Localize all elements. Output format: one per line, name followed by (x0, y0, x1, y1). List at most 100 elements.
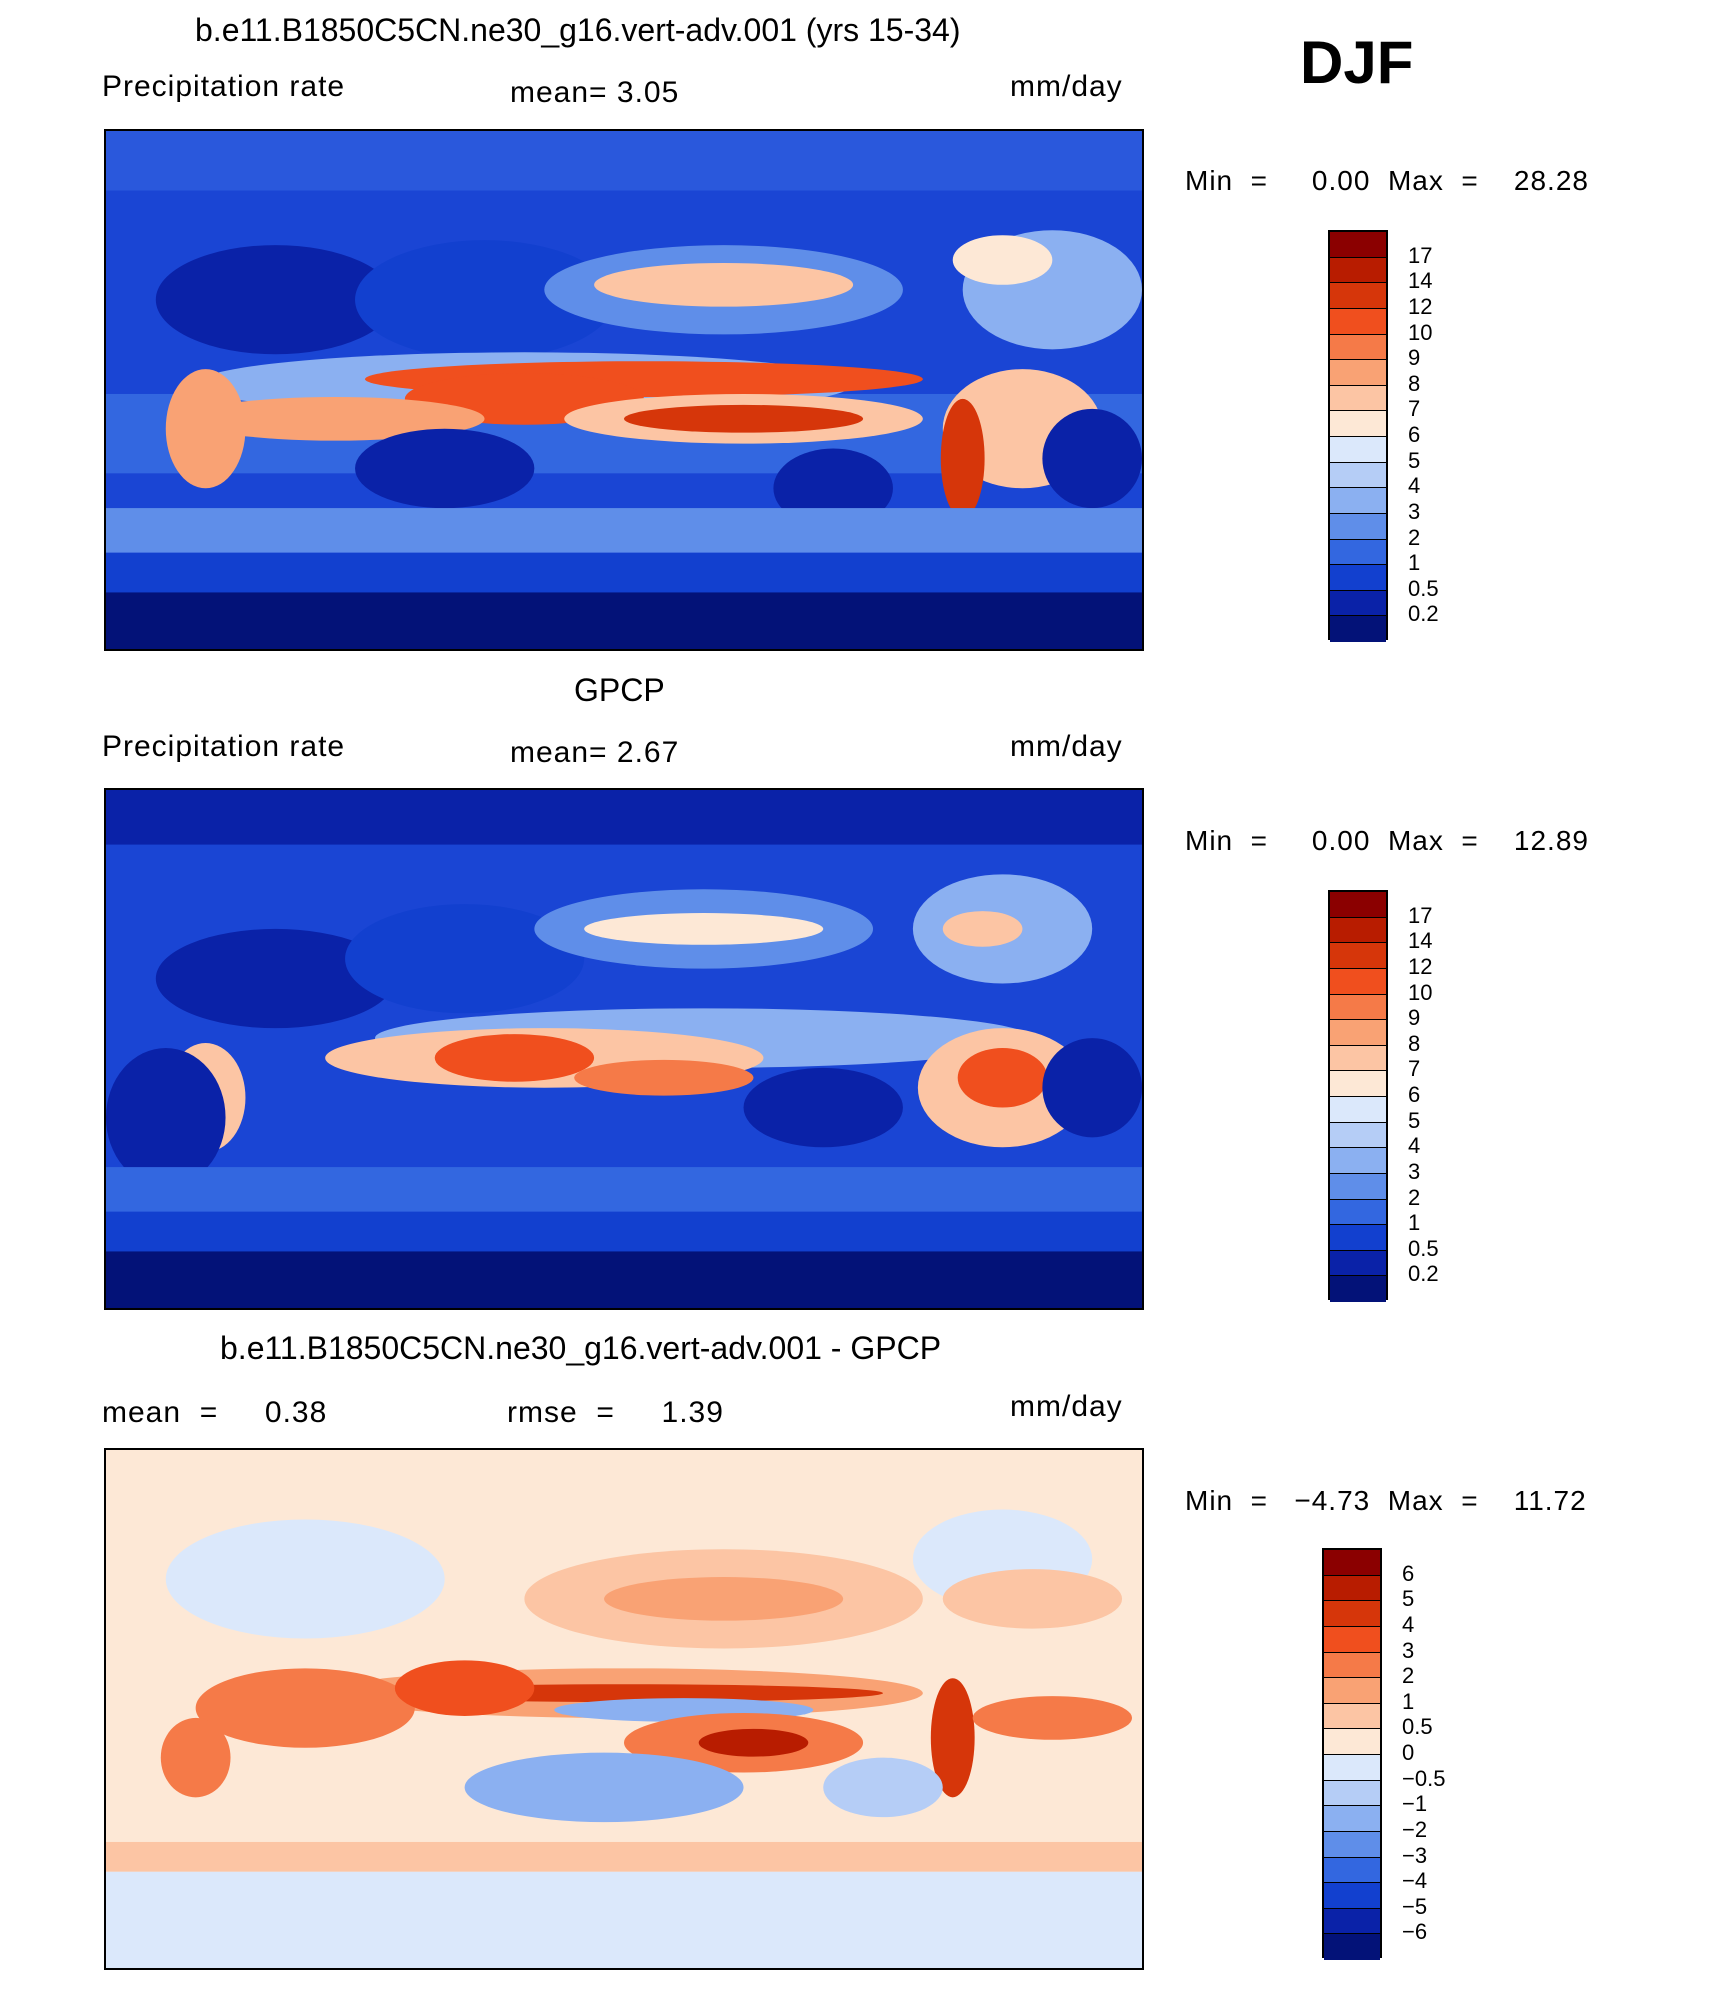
colorbar-tick-label: 12 (1408, 953, 1433, 979)
colorbar-swatch (1324, 1806, 1380, 1832)
colorbar-tick-label: 0.2 (1408, 1261, 1439, 1287)
panel3-title: b.e11.B1850C5CN.ne30_g16.vert-adv.001 - … (220, 1330, 942, 1366)
colorbar-swatch (1330, 334, 1386, 361)
colorbar-tick-label: 5 (1402, 1586, 1415, 1612)
colorbar-swatch (1330, 437, 1386, 463)
colorbar-swatch (1330, 385, 1386, 412)
panel1-variable-label: Precipitation rate (102, 70, 346, 103)
colorbar-swatch (1324, 1601, 1380, 1627)
panel1-title: b.e11.B1850C5CN.ne30_g16.vert-adv.001 (y… (195, 12, 961, 48)
season-label: DJF (1300, 29, 1414, 96)
panel1-mean-label: mean= 3.05 (510, 76, 680, 109)
colorbar-tick-label: 3 (1402, 1637, 1415, 1663)
colorbar-swatch (1330, 892, 1386, 918)
colorbar-swatch (1330, 565, 1386, 591)
panel2-units-label: mm/day (1010, 730, 1123, 763)
colorbar-swatch (1324, 1755, 1380, 1781)
colorbar-swatch (1330, 943, 1386, 969)
colorbar-swatch (1324, 1908, 1380, 1935)
colorbar-tick-label: 9 (1408, 1005, 1421, 1031)
colorbar-tick-label: −2 (1402, 1816, 1428, 1842)
colorbar-swatch (1330, 257, 1386, 284)
colorbar-swatch (1330, 513, 1386, 540)
colorbar-tick-label: 2 (1408, 524, 1421, 550)
colorbar-swatch (1330, 994, 1386, 1021)
colorbar-swatch (1324, 1831, 1380, 1858)
colorbar-swatch (1330, 283, 1386, 309)
colorbar-tick-label: 4 (1408, 473, 1421, 499)
colorbar-tick-label: 7 (1408, 396, 1421, 422)
colorbar-swatch (1330, 1148, 1386, 1174)
colorbar-swatch (1324, 1729, 1380, 1755)
colorbar-tick-label: 6 (1402, 1560, 1415, 1586)
colorbar-swatch (1324, 1934, 1380, 1960)
colorbar-swatch (1330, 360, 1386, 386)
colorbar-swatch (1330, 1250, 1386, 1277)
colorbar-tick-label: 17 (1408, 242, 1433, 268)
colorbar-swatch (1324, 1652, 1380, 1679)
colorbar-tick-label: −3 (1402, 1842, 1428, 1868)
colorbar-swatch (1324, 1678, 1380, 1704)
colorbar-tick-label: −4 (1402, 1868, 1428, 1894)
colorbar-tick-label: 9 (1408, 345, 1421, 371)
colorbar-tick-label: 0.5 (1408, 575, 1439, 601)
colorbar-swatch (1330, 411, 1386, 437)
colorbar-tick-label: −0.5 (1402, 1765, 1446, 1791)
colorbar-tick-label: 12 (1408, 293, 1433, 319)
colorbar-swatch (1324, 1703, 1380, 1730)
panel1-map-field (106, 131, 1142, 649)
colorbar-tick-label: 0.2 (1408, 601, 1439, 627)
colorbar-swatch (1330, 1225, 1386, 1251)
colorbar-swatch (1330, 308, 1386, 335)
panel1-minmax: Min = 0.00 Max = 28.28 (1185, 165, 1589, 196)
colorbar-tick-label: 5 (1408, 447, 1421, 473)
colorbar-swatch (1330, 1276, 1386, 1302)
panel3-map (104, 1448, 1144, 1970)
colorbar-tick-label: 17 (1408, 902, 1433, 928)
colorbar-swatch (1330, 488, 1386, 514)
colorbar-tick-label: 2 (1408, 1184, 1421, 1210)
colorbar-swatch (1324, 1857, 1380, 1884)
colorbar-tick-label: 6 (1408, 1082, 1421, 1107)
panel2-colorbar (1328, 890, 1388, 1302)
colorbar-tick-label: 8 (1408, 1030, 1421, 1056)
colorbar-tick-label: 4 (1408, 1133, 1421, 1159)
colorbar-tick-label: 8 (1408, 370, 1421, 396)
colorbar-swatch (1330, 917, 1386, 944)
colorbar-swatch (1330, 1097, 1386, 1123)
panel3-map-field (106, 1450, 1142, 1968)
colorbar-tick-label: 1 (1402, 1688, 1415, 1714)
colorbar-tick-label: 14 (1408, 928, 1433, 954)
colorbar-swatch (1330, 462, 1386, 489)
colorbar-tick-label: 5 (1408, 1107, 1421, 1133)
colorbar-tick-label: 14 (1408, 268, 1433, 294)
panel2-title: GPCP (574, 672, 665, 708)
panel2-variable-label: Precipitation rate (102, 730, 346, 763)
colorbar-tick-label: 1 (1408, 1210, 1421, 1236)
colorbar-swatch (1330, 232, 1386, 258)
colorbar-tick-label: 0.5 (1402, 1714, 1433, 1740)
colorbar-swatch (1330, 539, 1386, 566)
colorbar-tick-label: 10 (1408, 319, 1433, 345)
colorbar-swatch (1330, 1173, 1386, 1200)
colorbar-tick-label: −1 (1402, 1791, 1428, 1817)
colorbar-swatch (1330, 1122, 1386, 1149)
panel2-map (104, 788, 1144, 1310)
colorbar-tick-label: 3 (1408, 1158, 1421, 1184)
colorbar-tick-label: 1 (1408, 550, 1421, 576)
colorbar-swatch (1330, 1045, 1386, 1072)
panel3-colorbar (1322, 1548, 1382, 1960)
colorbar-tick-label: 7 (1408, 1056, 1421, 1082)
colorbar-swatch (1330, 1071, 1386, 1097)
colorbar-tick-label: −6 (1402, 1919, 1428, 1945)
colorbar-tick-label: 3 (1408, 498, 1421, 524)
colorbar-swatch (1330, 1199, 1386, 1226)
colorbar-tick-label: 0 (1402, 1740, 1415, 1765)
panel2-mean-label: mean= 2.67 (510, 736, 680, 769)
colorbar-tick-label: 2 (1402, 1663, 1415, 1689)
panel3-mean-label: mean = 0.38 (102, 1396, 328, 1429)
colorbar-tick-label: 4 (1402, 1611, 1415, 1637)
colorbar-swatch (1330, 1020, 1386, 1046)
panel1-map (104, 129, 1144, 651)
colorbar-tick-label: 10 (1408, 979, 1433, 1005)
